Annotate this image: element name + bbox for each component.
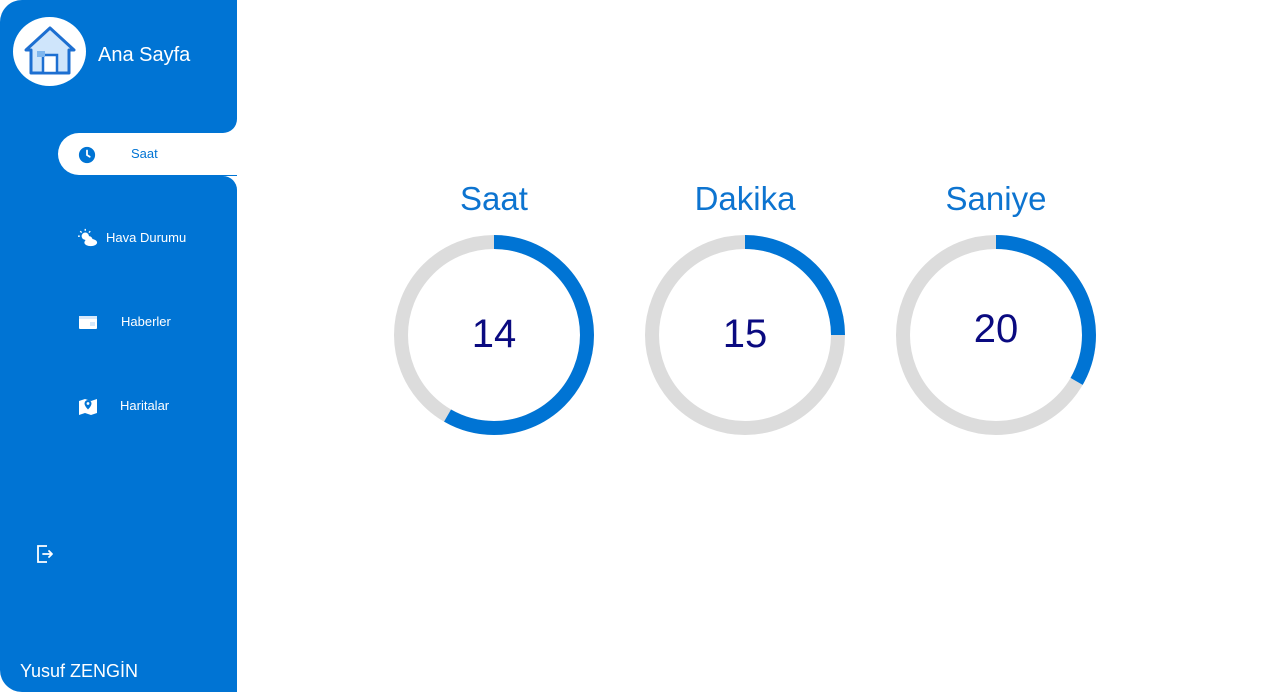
hour-gauge: Saat 14 bbox=[389, 180, 599, 440]
sidebar-item-label: Haberler bbox=[121, 314, 171, 329]
sidebar-item-haritalar[interactable]: Haritalar bbox=[58, 385, 237, 427]
weather-icon bbox=[78, 228, 98, 247]
sidebar-item-label: Saat bbox=[131, 146, 158, 161]
sidebar-item-saat[interactable]: Saat bbox=[58, 133, 237, 175]
clock-icon bbox=[78, 146, 96, 164]
gauge-value: 20 bbox=[973, 307, 1019, 351]
ring-progress bbox=[394, 235, 594, 435]
app-title: Ana Sayfa bbox=[98, 44, 191, 66]
user-name: Yusuf ZENGİN bbox=[20, 661, 139, 681]
sidebar: Ana Sayfa Saat Hava Durumu Haberler bbox=[0, 0, 237, 692]
gauge-value: 14 bbox=[471, 312, 517, 356]
minute-gauge: Dakika 15 bbox=[640, 180, 850, 440]
map-icon bbox=[79, 399, 97, 415]
minute-ring bbox=[645, 235, 845, 435]
gauge-value: 15 bbox=[722, 312, 768, 356]
second-gauge: Saniye 20 bbox=[891, 180, 1101, 440]
ring-progress bbox=[896, 235, 1096, 435]
sidebar-item-hava-durumu[interactable]: Hava Durumu bbox=[58, 217, 237, 259]
sidebar-item-label: Haritalar bbox=[120, 398, 170, 413]
gauge-title: Dakika bbox=[694, 180, 796, 217]
active-tab-curve-bottom bbox=[217, 176, 237, 196]
ring-progress bbox=[645, 235, 845, 435]
sidebar-item-label: Hava Durumu bbox=[106, 230, 187, 245]
home-logo[interactable] bbox=[13, 17, 86, 86]
house-icon bbox=[24, 26, 76, 75]
sidebar-item-haberler[interactable]: Haberler bbox=[58, 301, 237, 343]
gauge-title: Saat bbox=[460, 180, 528, 217]
logout-icon[interactable] bbox=[36, 544, 54, 564]
news-icon bbox=[79, 316, 97, 329]
gauge-title: Saniye bbox=[945, 180, 1047, 217]
hour-ring bbox=[394, 235, 594, 435]
active-tab-curve-top bbox=[217, 113, 237, 133]
second-ring bbox=[896, 235, 1096, 435]
